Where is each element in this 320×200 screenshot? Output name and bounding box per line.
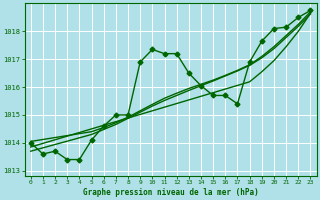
X-axis label: Graphe pression niveau de la mer (hPa): Graphe pression niveau de la mer (hPa) <box>83 188 259 197</box>
